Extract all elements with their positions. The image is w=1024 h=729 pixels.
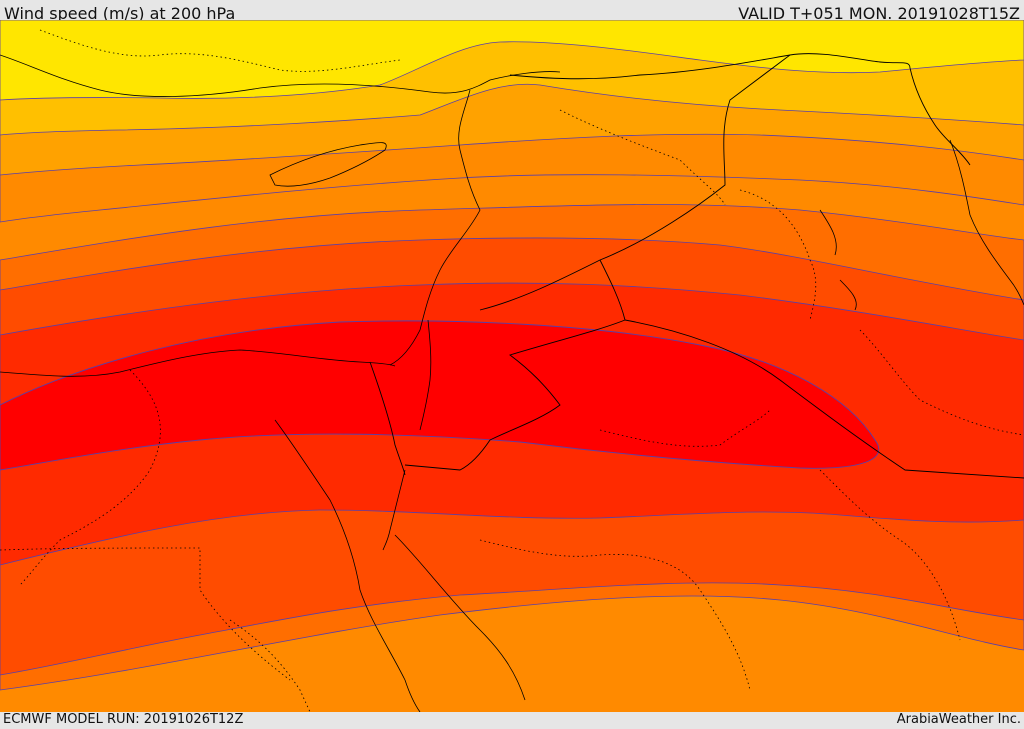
border-iran xyxy=(909,67,971,166)
wind-band-2 xyxy=(0,20,1024,101)
wind-band-core xyxy=(0,320,880,471)
coastline-gulf xyxy=(949,139,1024,306)
map-title: Wind speed (m/s) at 200 hPa xyxy=(4,4,236,23)
border-iraq-west xyxy=(479,54,791,311)
border-saudi-iraq xyxy=(624,319,1024,479)
country-borders xyxy=(369,53,1024,479)
coastline-dead-sea xyxy=(419,319,432,431)
coastline-gulf-aqaba xyxy=(382,469,406,551)
wind-speed-map xyxy=(0,20,1024,712)
coastline-cyprus xyxy=(269,142,387,187)
border-jordan-saudi xyxy=(404,259,626,471)
coastlines xyxy=(0,54,1024,712)
dotted-border-1 xyxy=(39,29,401,72)
credit-label: ArabiaWeather Inc. xyxy=(896,712,1021,727)
border-israel-egypt xyxy=(369,361,406,476)
wind-speed-bands xyxy=(0,20,1024,712)
border-syria-iraq xyxy=(509,53,911,80)
dotted-border-10 xyxy=(229,619,311,712)
dotted-border-4 xyxy=(19,369,161,586)
region-borders-dotted xyxy=(0,29,1024,712)
model-run-label: ECMWF MODEL RUN: 20191026T12Z xyxy=(3,712,244,727)
dotted-border-7 xyxy=(819,469,961,641)
coastline-caspian-lakes xyxy=(819,209,857,311)
coastline-egypt-north xyxy=(0,349,396,377)
coastline-red-sea-east xyxy=(394,534,526,701)
coastline-turkey xyxy=(0,54,561,97)
valid-time-label: VALID T+051 MON. 20191028T15Z xyxy=(738,4,1020,23)
dotted-border-3 xyxy=(739,189,817,321)
coastline-gulf-suez xyxy=(274,419,421,712)
coastline-levant xyxy=(389,89,481,366)
